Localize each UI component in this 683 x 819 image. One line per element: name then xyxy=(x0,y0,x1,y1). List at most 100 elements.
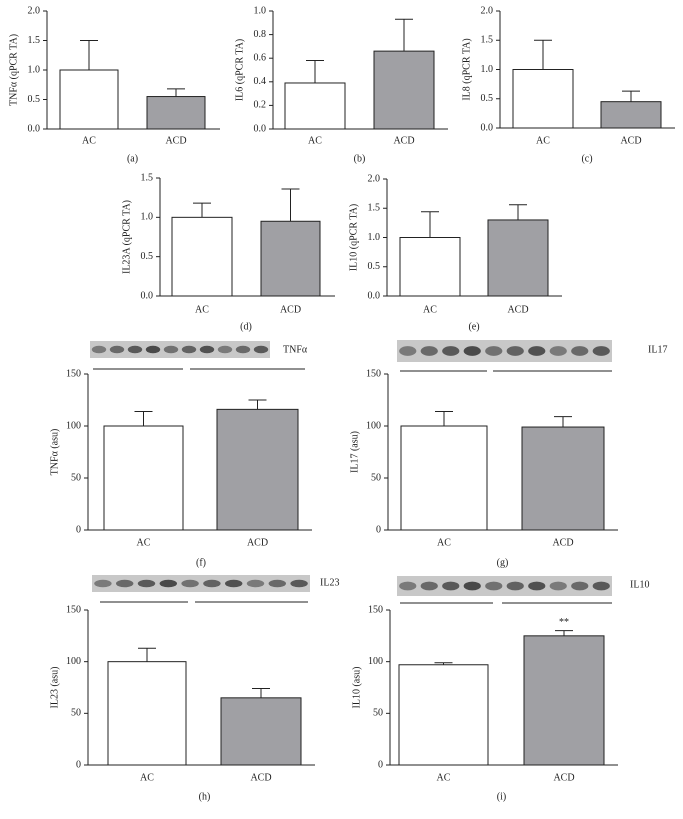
y-tick-label: 0.0 xyxy=(28,123,41,134)
y-tick-label: 100 xyxy=(66,420,81,431)
blot-band xyxy=(463,581,481,591)
blot-band xyxy=(549,346,567,356)
bar xyxy=(220,697,302,766)
blot-image xyxy=(92,575,310,592)
y-tick-label: 0 xyxy=(76,759,81,770)
significance-label: ** xyxy=(559,617,569,628)
y-tick-label: 1.5 xyxy=(28,35,41,46)
panel-label: (h) xyxy=(199,791,211,802)
blot-band xyxy=(549,581,567,591)
x-tick-label: AC xyxy=(308,135,322,146)
blot-band xyxy=(506,346,524,356)
blot-band xyxy=(91,345,107,354)
x-tick-label: ACD xyxy=(553,772,574,783)
x-tick-label: ACD xyxy=(393,135,414,146)
y-tick-label: 50 xyxy=(71,708,81,719)
y-tick-label: 0 xyxy=(76,524,81,535)
bar xyxy=(284,82,346,130)
y-tick-label: 2.0 xyxy=(368,173,381,184)
panel-label: (i) xyxy=(497,791,506,802)
blot-band xyxy=(181,579,199,588)
y-tick-label: 0 xyxy=(378,759,383,770)
blot-band xyxy=(246,579,265,588)
y-tick-label: 100 xyxy=(66,656,81,667)
y-tick-label: 1.5 xyxy=(481,35,494,46)
bar xyxy=(260,220,321,297)
bar xyxy=(512,69,574,129)
bar xyxy=(373,50,435,130)
x-tick-label: AC xyxy=(437,772,451,783)
y-tick-label: 150 xyxy=(368,604,383,615)
blot-image xyxy=(90,341,270,358)
panel-label: (f) xyxy=(196,557,206,568)
y-tick-label: 1.5 xyxy=(368,203,381,214)
y-tick-label: 0.0 xyxy=(141,290,154,301)
y-tick-label: 1.0 xyxy=(481,64,494,75)
blot-band xyxy=(145,345,161,354)
blot-band xyxy=(199,345,215,354)
bar xyxy=(523,635,605,766)
y-tick-label: 0.5 xyxy=(481,93,494,104)
panel-label: (g) xyxy=(497,557,509,568)
x-tick-label: ACD xyxy=(507,304,528,315)
blot-band xyxy=(528,581,546,591)
x-tick-label: ACD xyxy=(280,304,301,315)
blot-band xyxy=(203,579,221,588)
blot-label: TNFα xyxy=(283,344,308,355)
panel-label: (e) xyxy=(468,321,479,332)
blot-band xyxy=(399,581,417,591)
blot-band xyxy=(290,579,308,588)
y-tick-label: 50 xyxy=(71,472,81,483)
x-tick-label: AC xyxy=(82,135,96,146)
blot-band xyxy=(592,346,610,356)
y-tick-label: 1.5 xyxy=(141,172,154,183)
blot-band xyxy=(485,581,503,591)
y-tick-label: 2.0 xyxy=(28,5,41,16)
blot-band xyxy=(217,345,233,354)
bar xyxy=(487,219,549,297)
bar xyxy=(399,237,461,297)
blot-band xyxy=(442,346,460,356)
x-tick-label: ACD xyxy=(165,135,186,146)
bar xyxy=(400,425,488,531)
y-tick-label: 0.8 xyxy=(254,29,267,40)
y-tick-label: 1.0 xyxy=(254,5,267,16)
blot-band xyxy=(94,579,112,588)
y-axis-label: TNFα (qPCR TA) xyxy=(8,34,19,106)
bar xyxy=(103,425,184,531)
blot-band xyxy=(163,345,179,354)
blot-band xyxy=(127,345,143,354)
y-tick-label: 150 xyxy=(66,604,81,615)
blot-band xyxy=(137,579,156,588)
x-tick-label: AC xyxy=(423,304,437,315)
blot-band xyxy=(528,346,546,356)
y-tick-label: 0.2 xyxy=(254,100,267,111)
blot-band xyxy=(115,579,134,588)
blot-label: IL23 xyxy=(320,577,339,588)
blot-label: IL10 xyxy=(630,579,649,590)
blot-band xyxy=(235,345,251,354)
bar xyxy=(600,101,662,129)
y-axis-label: IL8 (qPCR TA) xyxy=(461,38,472,100)
x-tick-label: AC xyxy=(140,772,154,783)
x-tick-label: AC xyxy=(195,304,209,315)
blot-band xyxy=(159,579,178,588)
blot-band xyxy=(485,346,503,356)
y-tick-label: 0.4 xyxy=(254,76,267,87)
y-tick-label: 150 xyxy=(366,368,381,379)
y-tick-label: 0.0 xyxy=(254,123,267,134)
blot-band xyxy=(253,345,269,354)
x-tick-label: AC xyxy=(437,537,451,548)
blot-band xyxy=(420,581,438,591)
bar xyxy=(398,664,489,766)
y-tick-label: 0.5 xyxy=(28,94,41,105)
y-tick-label: 100 xyxy=(366,420,381,431)
x-tick-label: ACD xyxy=(250,772,271,783)
y-tick-label: 50 xyxy=(371,472,381,483)
y-axis-label: IL6 (qPCR TA) xyxy=(234,39,245,101)
y-tick-label: 50 xyxy=(373,708,383,719)
blot-label: IL17 xyxy=(648,344,667,355)
y-axis-label: IL23A (qPCR TA) xyxy=(121,200,132,274)
bar xyxy=(521,426,605,531)
bar xyxy=(216,408,299,531)
